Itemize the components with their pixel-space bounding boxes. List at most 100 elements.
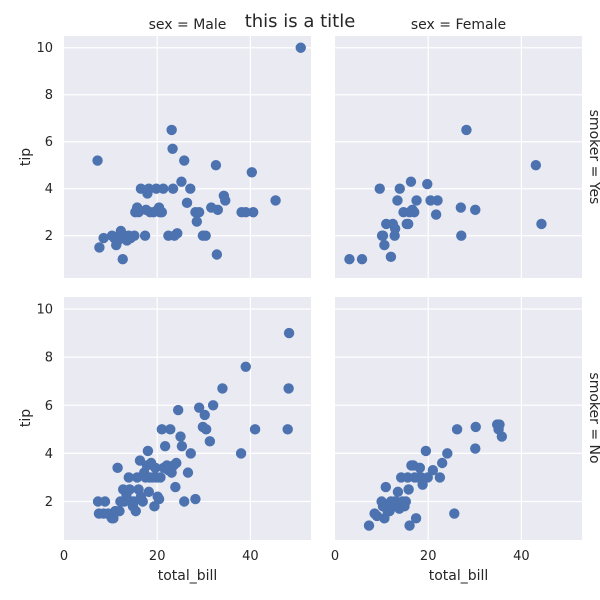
- y-tick-label: 4: [45, 182, 53, 197]
- data-point: [240, 207, 251, 218]
- data-point: [461, 124, 472, 136]
- y-axis-label-top: tip: [18, 148, 34, 166]
- data-point: [400, 496, 412, 507]
- data-point: [385, 251, 397, 263]
- data-point: [114, 505, 125, 517]
- data-point: [211, 249, 223, 260]
- x-tick-label: 40: [513, 549, 530, 564]
- data-point: [392, 195, 403, 206]
- data-point: [191, 216, 203, 227]
- data-point: [172, 228, 183, 239]
- data-point: [117, 254, 128, 265]
- data-point: [389, 223, 401, 234]
- data-point: [249, 424, 261, 435]
- data-point: [344, 254, 355, 265]
- data-point: [175, 431, 186, 442]
- data-point: [470, 204, 481, 216]
- data-point: [159, 440, 171, 452]
- data-point: [283, 383, 294, 394]
- y-tick-label: 10: [36, 303, 53, 318]
- data-point: [98, 232, 109, 244]
- data-point: [156, 207, 168, 218]
- data-point: [356, 254, 368, 265]
- data-point: [142, 445, 154, 457]
- data-point: [420, 445, 432, 457]
- data-point: [470, 421, 481, 433]
- data-point: [377, 230, 389, 241]
- x-tick-label: 40: [242, 549, 259, 564]
- data-point: [172, 404, 184, 416]
- data-point: [176, 176, 187, 187]
- y-tick-label: 8: [45, 88, 53, 103]
- y-tick-label: 2: [45, 229, 53, 244]
- data-point: [417, 479, 428, 490]
- panel-female-smoker-no: 0 20 40 total_bill smoker = No: [331, 297, 600, 584]
- y-tick-label: 8: [45, 351, 53, 366]
- data-point: [246, 167, 258, 178]
- data-point: [404, 520, 415, 531]
- col-title-male: sex = Male: [149, 17, 227, 33]
- data-point: [411, 195, 422, 206]
- y-tick-label: 6: [45, 135, 53, 150]
- data-point: [156, 424, 168, 435]
- x-tick-label: 0: [331, 549, 339, 564]
- data-point: [150, 462, 161, 474]
- data-point: [99, 496, 111, 507]
- data-point: [283, 327, 295, 339]
- data-point: [470, 443, 481, 454]
- data-point: [139, 230, 151, 241]
- data-point: [176, 440, 188, 452]
- data-point: [170, 481, 181, 493]
- data-point: [200, 230, 211, 241]
- data-point: [235, 448, 247, 459]
- data-point: [153, 493, 165, 505]
- data-point: [494, 419, 505, 430]
- data-point: [204, 436, 216, 447]
- data-point: [129, 230, 140, 241]
- data-point: [200, 424, 212, 435]
- data-point: [449, 508, 460, 519]
- data-point: [430, 209, 442, 220]
- data-point: [456, 230, 467, 241]
- data-point: [496, 431, 508, 442]
- data-point: [182, 467, 194, 478]
- data-point: [455, 202, 467, 213]
- data-point: [143, 486, 155, 498]
- data-point: [217, 383, 228, 394]
- panel-female-smoker-yes: sex = Female smoker = Yes: [335, 17, 600, 278]
- data-point: [405, 176, 417, 187]
- data-point: [409, 207, 420, 218]
- x-tick-label: 20: [149, 549, 166, 564]
- data-point: [220, 195, 231, 206]
- data-point: [185, 448, 196, 459]
- data-point: [374, 183, 385, 194]
- data-point: [123, 472, 134, 483]
- data-point: [165, 424, 176, 435]
- data-point: [92, 155, 103, 166]
- axes-background: [335, 297, 582, 540]
- data-point: [137, 496, 148, 507]
- data-point: [530, 160, 542, 171]
- data-point: [166, 124, 177, 136]
- data-point: [130, 505, 141, 517]
- data-point: [410, 513, 422, 524]
- chart-title: this is a title: [245, 11, 356, 32]
- data-point: [193, 207, 205, 218]
- data-point: [179, 496, 190, 507]
- panel-male-smoker-yes: sex = Male 2 4 6 8 10 tip: [18, 17, 311, 278]
- data-point: [193, 402, 205, 413]
- data-point: [171, 457, 182, 469]
- data-point: [167, 143, 178, 154]
- data-point: [363, 520, 375, 531]
- data-point: [442, 448, 453, 459]
- data-point: [536, 218, 547, 230]
- data-point: [199, 409, 210, 421]
- data-point: [434, 472, 446, 483]
- data-point: [380, 481, 391, 493]
- y-tick-label: 6: [45, 399, 53, 414]
- y-tick-label: 4: [45, 447, 53, 462]
- data-point: [422, 472, 433, 483]
- data-point: [394, 183, 405, 194]
- data-point: [181, 197, 193, 209]
- x-tick-label: 20: [420, 549, 437, 564]
